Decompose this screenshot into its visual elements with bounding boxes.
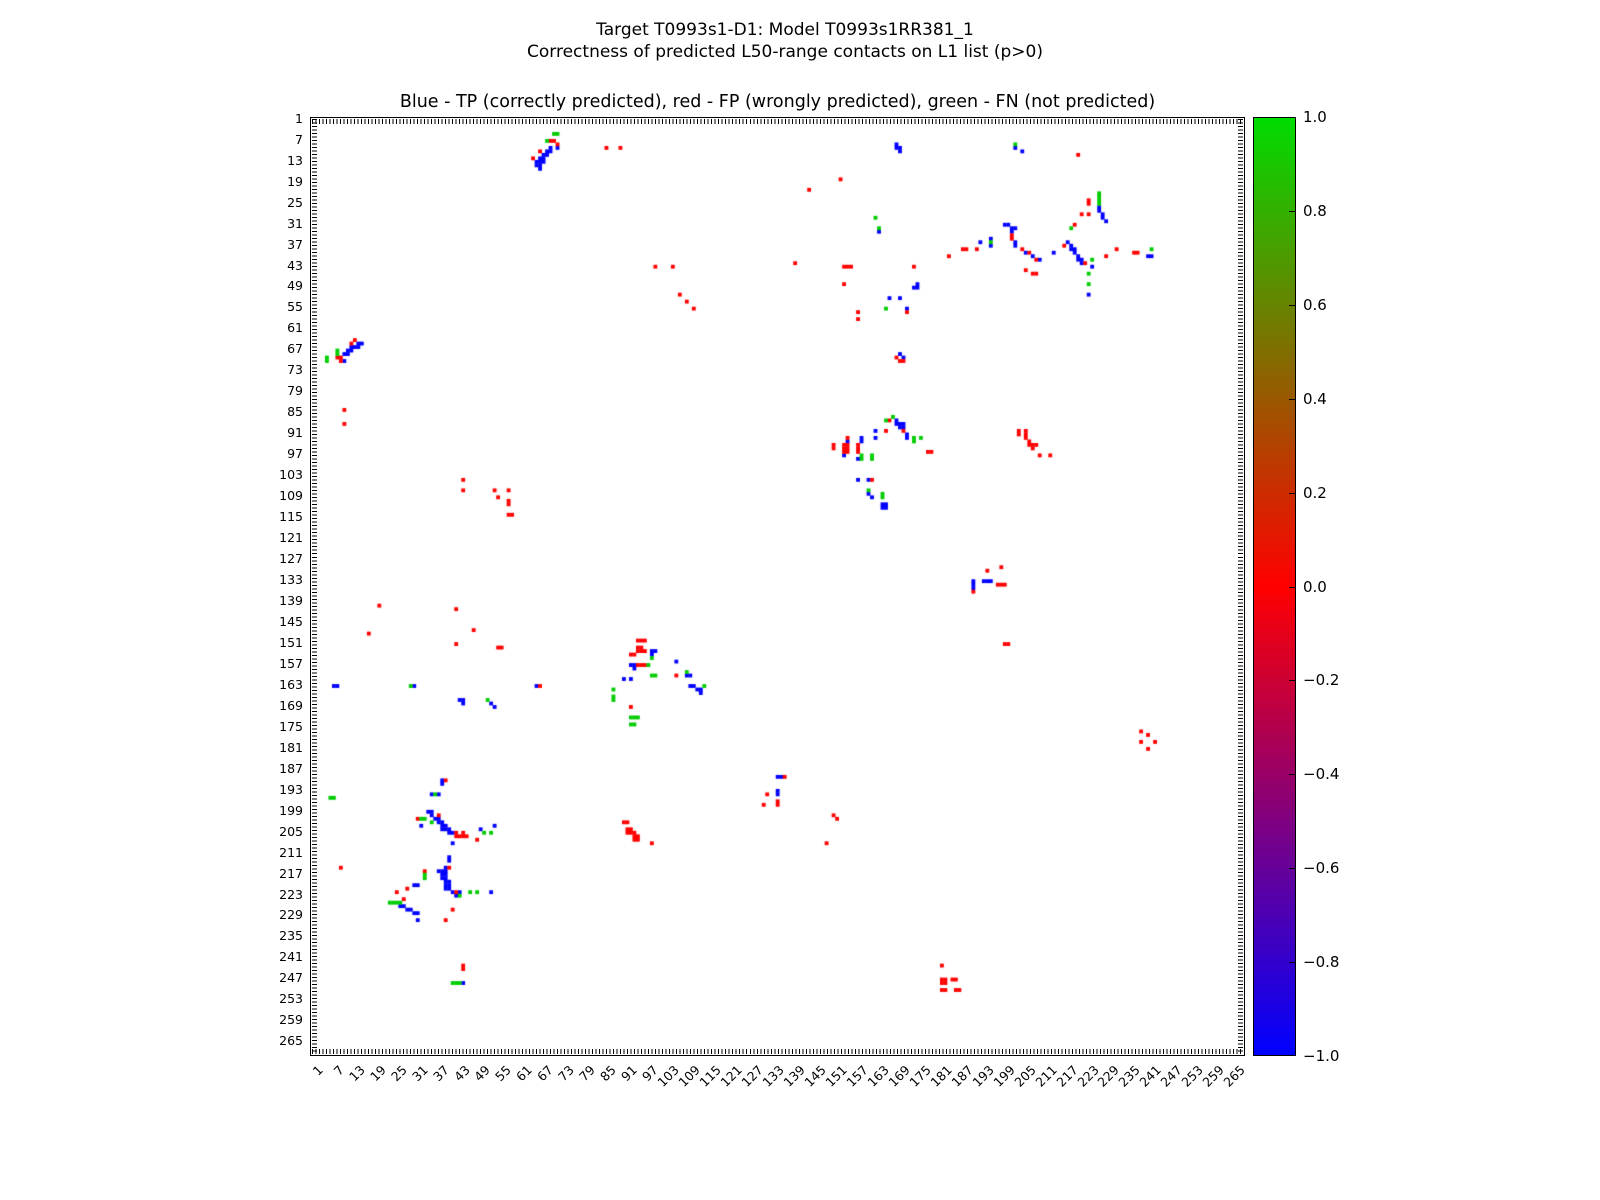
y-tick-label: 145 [279, 613, 303, 629]
y-tick-label: 133 [279, 572, 303, 587]
y-tick-label: 265 [279, 1033, 303, 1049]
colorbar-tick-label: −0.8 [1303, 953, 1340, 972]
colorbar-tick-label: 1.0 [1303, 108, 1327, 126]
y-tick-label: 49 [287, 278, 303, 294]
colorbar-tick-mark [1289, 868, 1295, 870]
x-tick-label: 67 [534, 1062, 557, 1085]
x-tick-label: 25 [387, 1062, 410, 1085]
x-tick-label: 61 [513, 1062, 536, 1085]
y-tick-label: 241 [279, 949, 303, 965]
x-tick-label: 7 [330, 1062, 347, 1079]
x-tick-label: 91 [618, 1062, 641, 1085]
colorbar-tick-label: 0.2 [1303, 483, 1327, 502]
y-tick-label: 13 [287, 152, 303, 168]
x-tick-label: 13 [345, 1062, 368, 1085]
y-tick-label: 115 [279, 509, 303, 525]
y-tick-label: 223 [279, 886, 303, 902]
y-tick-label: 91 [287, 425, 303, 441]
y-tick-label: 175 [279, 718, 303, 734]
y-tick-label: 247 [279, 970, 303, 986]
y-tick-label: 193 [279, 781, 303, 797]
y-tick-label: 109 [279, 488, 303, 504]
y-tick-label: 79 [287, 383, 303, 399]
contact-map-canvas [311, 118, 1244, 1055]
y-tick-label: 103 [279, 467, 303, 483]
y-tick-label: 37 [287, 236, 303, 252]
plot-area [310, 117, 1245, 1056]
y-tick-label: 163 [279, 676, 303, 692]
y-tick-label: 73 [287, 362, 303, 378]
x-tick-label: 19 [366, 1062, 389, 1085]
y-tick-label: 7 [295, 131, 303, 147]
y-tick-label: 253 [279, 991, 303, 1007]
y-tick-label: 139 [279, 592, 303, 608]
y-tick-label: 85 [287, 404, 303, 420]
colorbar-tick-mark [1289, 680, 1295, 682]
colorbar-tick-mark [1289, 586, 1295, 588]
y-tick-label: 1 [295, 110, 303, 126]
y-tick-label: 55 [287, 299, 303, 315]
x-tick-label: 265 [1220, 1062, 1249, 1090]
colorbar-tick-label: 0.6 [1303, 295, 1327, 314]
suptitle-line1: Target T0993s1-D1: Model T0993s1RR381_1 [596, 20, 974, 40]
colorbar-tick-mark [1289, 304, 1295, 306]
y-tick-label: 43 [287, 257, 303, 273]
x-tick-label: 31 [408, 1062, 431, 1085]
y-tick-label: 187 [279, 760, 303, 776]
colorbar-tick-label: 0.8 [1303, 201, 1327, 220]
y-tick-label: 97 [287, 446, 303, 462]
y-tick-label: 31 [287, 215, 303, 231]
colorbar-tick-label: −0.2 [1303, 671, 1340, 690]
x-tick-label: 37 [429, 1062, 452, 1085]
x-tick-label: 49 [471, 1062, 494, 1085]
y-tick-label: 19 [287, 173, 303, 189]
colorbar-tick-mark [1289, 210, 1295, 212]
colorbar-tick-label: −0.6 [1303, 859, 1340, 878]
y-tick-label: 199 [279, 802, 303, 818]
x-tick-label: 1 [309, 1062, 326, 1079]
y-tick-label: 67 [287, 341, 303, 357]
y-tick-label: 211 [279, 844, 303, 860]
colorbar-tick-mark [1289, 962, 1295, 964]
colorbar-tick-mark [1289, 774, 1295, 776]
y-tick-label: 157 [279, 655, 303, 671]
x-tick-label: 43 [450, 1062, 473, 1085]
colorbar-tick-label: −0.4 [1303, 765, 1340, 784]
y-tick-label: 169 [279, 697, 303, 713]
y-tick-label: 229 [279, 907, 303, 923]
y-tick-label: 151 [279, 634, 303, 650]
y-tick-label: 181 [279, 739, 303, 755]
y-tick-label: 235 [279, 928, 303, 944]
colorbar-tick-label: −1.0 [1303, 1047, 1340, 1065]
x-tick-label: 55 [492, 1062, 515, 1085]
x-tick-label: 79 [576, 1062, 599, 1085]
y-tick-label: 61 [287, 320, 303, 336]
y-tick-label: 217 [279, 865, 303, 881]
y-tick-label: 127 [279, 551, 303, 567]
colorbar-tick-mark [1289, 398, 1295, 400]
colorbar-tick-label: 0.4 [1303, 389, 1327, 408]
axes-title: Blue - TP (correctly predicted), red - F… [399, 92, 1156, 112]
x-tick-label: 73 [555, 1062, 578, 1085]
y-tick-label: 121 [279, 530, 303, 546]
y-tick-label: 205 [279, 823, 303, 839]
y-tick-label: 25 [287, 194, 303, 210]
colorbar-tick-label: 0.0 [1303, 577, 1327, 596]
y-tick-label: 259 [279, 1012, 303, 1028]
x-tick-label: 85 [597, 1062, 620, 1085]
colorbar-tick-mark [1289, 492, 1295, 494]
colorbar [1253, 117, 1296, 1056]
suptitle-line2: Correctness of predicted L50-range conta… [527, 42, 1043, 62]
